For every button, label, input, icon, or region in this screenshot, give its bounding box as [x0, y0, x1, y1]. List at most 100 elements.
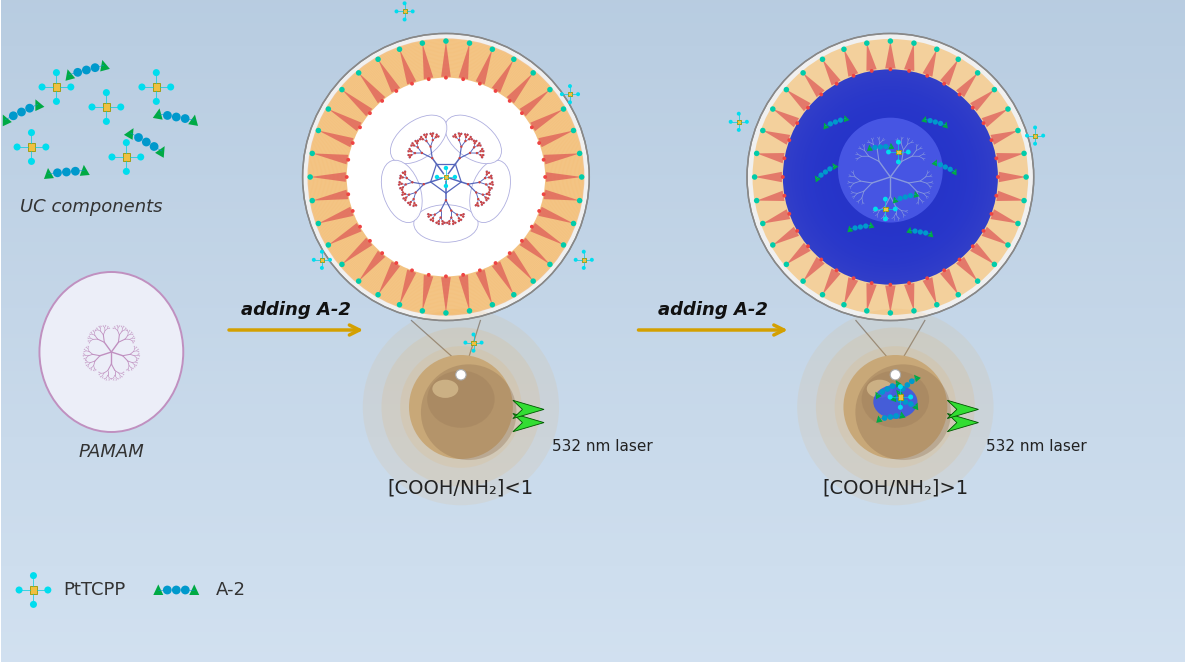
Circle shape: [872, 145, 878, 150]
Circle shape: [53, 168, 62, 177]
Circle shape: [806, 106, 809, 110]
Polygon shape: [803, 257, 825, 281]
Circle shape: [469, 152, 472, 154]
Bar: [1, 192, 1185, 195]
Bar: [1, 132, 1185, 136]
Circle shape: [508, 251, 512, 255]
Circle shape: [408, 193, 410, 196]
Circle shape: [44, 587, 51, 594]
Polygon shape: [530, 223, 564, 245]
Circle shape: [816, 103, 963, 251]
Bar: [1, 116, 1185, 119]
Polygon shape: [956, 257, 978, 281]
Circle shape: [579, 174, 584, 180]
Bar: [1, 430, 1185, 434]
Circle shape: [465, 136, 467, 138]
Bar: [1, 199, 1185, 202]
Circle shape: [834, 268, 839, 272]
Circle shape: [488, 176, 491, 179]
Bar: [1, 83, 1185, 86]
Polygon shape: [892, 197, 898, 203]
Circle shape: [431, 135, 434, 137]
Bar: [1, 182, 1185, 185]
Circle shape: [369, 111, 372, 115]
Circle shape: [819, 93, 824, 97]
Circle shape: [402, 191, 404, 193]
Circle shape: [491, 181, 493, 183]
Circle shape: [462, 215, 465, 218]
Bar: [1, 424, 1185, 427]
Circle shape: [421, 364, 517, 460]
Circle shape: [480, 154, 482, 156]
Bar: [1, 616, 1185, 619]
Circle shape: [795, 229, 799, 233]
Circle shape: [889, 68, 892, 71]
Bar: [1, 483, 1185, 487]
Circle shape: [139, 83, 146, 91]
Circle shape: [309, 151, 315, 156]
Circle shape: [347, 77, 545, 276]
Circle shape: [404, 193, 406, 195]
Polygon shape: [904, 283, 915, 311]
Circle shape: [351, 209, 354, 213]
Circle shape: [547, 87, 552, 93]
Bar: [1, 295, 1185, 298]
Bar: [1, 139, 1185, 142]
Circle shape: [994, 194, 998, 198]
Circle shape: [1024, 174, 1029, 180]
Ellipse shape: [469, 160, 511, 222]
Circle shape: [475, 204, 478, 207]
Circle shape: [460, 214, 462, 216]
Circle shape: [475, 152, 478, 154]
Circle shape: [455, 136, 457, 138]
Circle shape: [957, 258, 961, 261]
Polygon shape: [787, 243, 811, 264]
Polygon shape: [538, 130, 574, 147]
Circle shape: [479, 181, 481, 183]
Circle shape: [476, 202, 479, 205]
Circle shape: [451, 220, 454, 222]
Circle shape: [429, 146, 431, 148]
Circle shape: [925, 276, 929, 280]
Circle shape: [511, 292, 517, 297]
Circle shape: [358, 125, 361, 129]
Polygon shape: [492, 261, 514, 295]
Circle shape: [485, 197, 487, 199]
Circle shape: [30, 601, 37, 608]
Bar: [1, 334, 1185, 338]
Bar: [1, 136, 1185, 139]
Bar: [1, 185, 1185, 189]
Circle shape: [480, 150, 482, 152]
Circle shape: [315, 128, 321, 133]
Ellipse shape: [873, 385, 917, 418]
Bar: [1, 156, 1185, 159]
Polygon shape: [876, 416, 883, 423]
Circle shape: [925, 74, 929, 77]
Polygon shape: [885, 285, 896, 313]
Bar: [1, 255, 1185, 258]
Bar: [1, 546, 1185, 549]
Circle shape: [454, 134, 456, 136]
Circle shape: [878, 144, 883, 150]
Polygon shape: [441, 277, 450, 313]
Bar: [1, 563, 1185, 566]
FancyBboxPatch shape: [53, 83, 60, 91]
Circle shape: [494, 89, 498, 93]
Bar: [1, 490, 1185, 493]
Ellipse shape: [39, 272, 184, 432]
FancyBboxPatch shape: [153, 83, 160, 91]
Bar: [1, 457, 1185, 460]
Polygon shape: [155, 146, 165, 158]
Circle shape: [454, 222, 456, 224]
Circle shape: [409, 156, 411, 158]
Bar: [1, 20, 1185, 23]
Circle shape: [1021, 151, 1027, 156]
Bar: [1, 46, 1185, 50]
Circle shape: [787, 138, 792, 142]
Circle shape: [409, 203, 411, 206]
Circle shape: [435, 136, 437, 138]
Circle shape: [870, 281, 873, 285]
Circle shape: [30, 572, 37, 579]
Polygon shape: [519, 238, 550, 264]
FancyBboxPatch shape: [472, 340, 475, 345]
